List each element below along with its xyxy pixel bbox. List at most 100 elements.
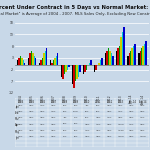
Bar (86, 65, 87, 70)
Bar (119, 46, 120, 65)
Text: +6%: +6% (29, 117, 34, 118)
Bar (89, 63, 90, 65)
Text: +6%: +6% (118, 105, 123, 106)
Bar (17, 60, 18, 65)
Text: +5%: +5% (51, 136, 57, 137)
Text: +7%: +7% (40, 136, 45, 137)
Bar (43, 53, 45, 65)
Text: 2008: 2008 (62, 100, 68, 104)
Text: 2013: 2013 (117, 100, 124, 104)
Bar (56, 56, 57, 65)
Bar (24, 63, 25, 65)
Bar (53, 60, 54, 65)
Text: 2005: 2005 (28, 100, 35, 104)
Text: +3%: +3% (18, 111, 23, 112)
Text: -3%: -3% (96, 105, 101, 106)
Bar (131, 48, 133, 65)
Bar (20, 56, 21, 65)
Bar (95, 65, 97, 70)
Text: Jan-14: Jan-14 (128, 100, 136, 104)
Bar (65, 65, 67, 72)
Bar (100, 60, 101, 65)
Text: +14%: +14% (117, 130, 124, 131)
Text: +7%: +7% (129, 123, 135, 125)
Bar (116, 51, 117, 65)
Text: -8%: -8% (74, 105, 78, 106)
Text: +1%: +1% (85, 130, 90, 131)
Bar (112, 56, 114, 65)
Text: +0%: +0% (85, 123, 90, 125)
Text: 2004: 2004 (17, 100, 24, 104)
Bar (108, 48, 109, 65)
Text: +4%: +4% (51, 130, 57, 131)
Bar (117, 48, 119, 65)
Text: +7%: +7% (107, 117, 112, 118)
Bar (34, 56, 35, 65)
Text: +5%: +5% (140, 105, 146, 106)
Text: -7%: -7% (74, 117, 78, 118)
Bar (83, 65, 84, 74)
Text: -1%: -1% (63, 136, 67, 137)
Text: +6%: +6% (140, 111, 146, 112)
Text: 2011: 2011 (95, 100, 102, 104)
Text: +6%: +6% (129, 117, 135, 118)
Text: +3%: +3% (51, 123, 57, 125)
Text: 2012: 2012 (106, 100, 113, 104)
Text: -2%: -2% (85, 117, 90, 118)
Bar (62, 65, 64, 79)
Bar (98, 63, 100, 65)
Bar (129, 53, 130, 65)
Bar (73, 65, 75, 88)
Bar (94, 65, 95, 72)
Bar (18, 58, 20, 65)
Bar (35, 58, 36, 65)
Text: +5%: +5% (29, 111, 34, 112)
Bar (142, 46, 144, 65)
Bar (67, 65, 68, 70)
Text: 2009: 2009 (73, 100, 79, 104)
Bar (140, 51, 141, 65)
Bar (76, 65, 78, 79)
Text: Jun: Jun (15, 136, 19, 140)
Bar (144, 44, 145, 65)
Text: Mar: Mar (15, 117, 20, 121)
Bar (134, 44, 136, 65)
Bar (22, 60, 24, 65)
Text: Feb: Feb (15, 111, 19, 115)
Bar (84, 65, 86, 72)
Bar (72, 65, 73, 84)
Bar (32, 53, 34, 65)
Text: 2006: 2006 (40, 100, 46, 104)
Bar (31, 51, 32, 65)
Text: +4%: +4% (129, 105, 135, 106)
Bar (120, 37, 122, 65)
Bar (75, 65, 76, 81)
Bar (105, 53, 106, 65)
Text: +1%: +1% (18, 136, 23, 137)
Text: +2%: +2% (51, 105, 57, 106)
Bar (57, 53, 58, 65)
Text: +8%: +8% (129, 130, 135, 131)
Text: +10%: +10% (140, 136, 146, 137)
Text: +4%: +4% (29, 130, 34, 131)
Text: +2%: +2% (96, 130, 101, 131)
Text: +2%: +2% (40, 111, 45, 112)
Text: +1%: +1% (40, 105, 45, 106)
Bar (79, 65, 81, 72)
Bar (123, 27, 125, 65)
Bar (39, 63, 40, 65)
Text: +8%: +8% (118, 117, 123, 118)
Text: -4%: -4% (85, 105, 90, 106)
Bar (46, 48, 47, 65)
Text: +2%: +2% (85, 136, 90, 137)
Text: +3%: +3% (29, 105, 34, 106)
Bar (145, 41, 147, 65)
Bar (61, 65, 62, 77)
Text: +8%: +8% (140, 123, 146, 125)
Text: +7%: +7% (118, 111, 123, 112)
Text: -3%: -3% (85, 111, 90, 112)
Text: 2007: 2007 (51, 100, 57, 104)
Bar (28, 58, 29, 65)
Text: -3%: -3% (74, 136, 78, 137)
Bar (21, 58, 22, 65)
